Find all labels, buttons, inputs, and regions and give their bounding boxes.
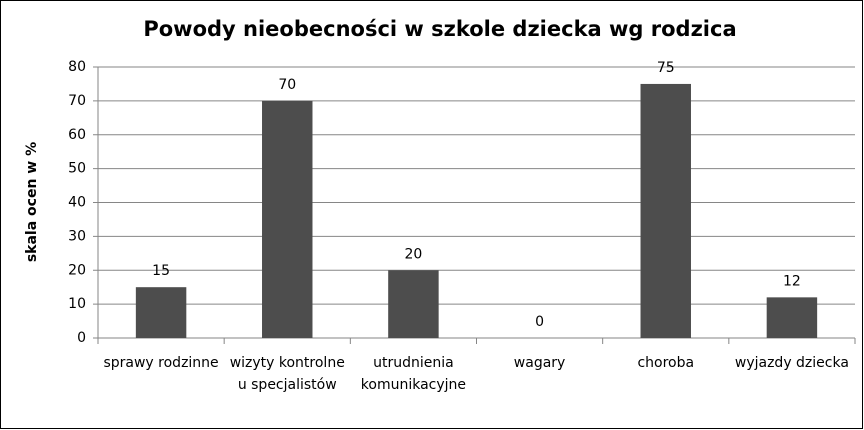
y-tick-label: 60 xyxy=(68,127,86,143)
data-label: 0 xyxy=(535,314,544,330)
x-tick-label: sprawy rodzinne xyxy=(103,355,219,371)
x-tick-label: wagary xyxy=(513,355,566,371)
y-tick-label: 80 xyxy=(68,59,86,75)
y-tick-label: 70 xyxy=(68,93,86,109)
y-tick-label: 20 xyxy=(68,262,86,278)
y-axis-label: skala ocen w % xyxy=(24,142,40,262)
chart-title: Powody nieobecności w szkole dziecka wg … xyxy=(143,17,736,41)
y-tick-label: 40 xyxy=(68,195,86,211)
y-tick-label: 0 xyxy=(77,330,86,346)
y-tick-label: 50 xyxy=(68,161,86,177)
data-label: 70 xyxy=(278,77,296,93)
data-label: 75 xyxy=(657,60,675,76)
x-tick-label: wizyty kontrolne u specjalistów xyxy=(229,355,345,393)
x-tick-label: utrudnienia komunikacyjne xyxy=(360,355,467,393)
data-label: 12 xyxy=(783,273,801,289)
y-tick-label: 10 xyxy=(68,296,86,312)
bar xyxy=(640,83,691,338)
bar xyxy=(262,100,313,338)
x-tick-label: wyjazdy dziecka xyxy=(734,355,849,371)
bar xyxy=(135,287,187,338)
x-tick-label: choroba xyxy=(637,355,695,371)
bar xyxy=(766,297,818,338)
bar xyxy=(388,270,439,338)
data-label: 15 xyxy=(152,263,170,279)
y-tick-label: 30 xyxy=(68,228,86,244)
data-label: 20 xyxy=(405,246,423,262)
